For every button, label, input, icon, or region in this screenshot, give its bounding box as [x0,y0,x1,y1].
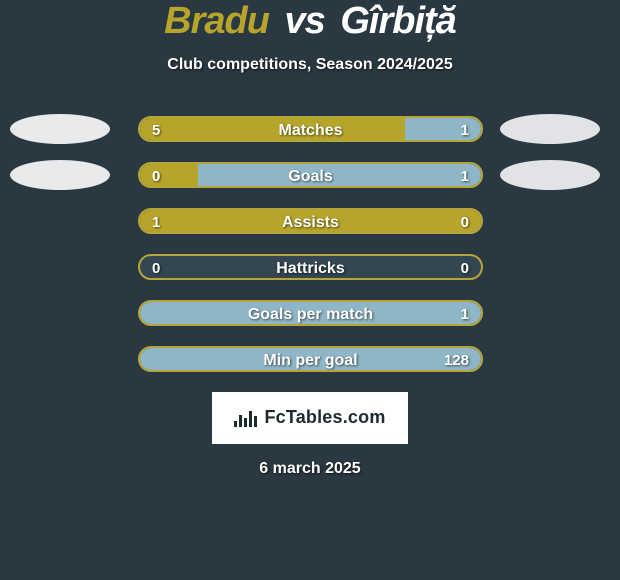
page-title: Bradu vs Gîrbiță [0,2,620,42]
brand-text: FcTables.com [264,407,385,428]
stat-bar: 1Assists0 [138,208,483,234]
stat-value-right: 128 [444,348,469,372]
stat-label: Goals [140,164,481,188]
footer-brand-badge: FcTables.com [212,392,408,444]
stat-rows: 5Matches10Goals11Assists00Hattricks0Goal… [0,116,620,372]
stat-row: 5Matches1 [0,116,620,142]
stat-label: Goals per match [140,302,481,326]
stat-label: Hattricks [140,256,481,280]
stat-bar: 0Hattricks0 [138,254,483,280]
stat-bar: Min per goal128 [138,346,483,372]
stat-label: Assists [140,210,481,234]
title-player2: Gîrbiță [340,0,455,42]
stat-value-right: 0 [461,210,469,234]
stat-value-right: 1 [461,302,469,326]
stat-label: Min per goal [140,348,481,372]
stat-row: 1Assists0 [0,208,620,234]
stat-row: 0Goals1 [0,162,620,188]
subtitle: Club competitions, Season 2024/2025 [0,56,620,74]
stat-label: Matches [140,118,481,142]
stat-value-right: 0 [461,256,469,280]
stat-row: Min per goal128 [0,346,620,372]
title-player1: Bradu [164,0,269,42]
stat-bar: 5Matches1 [138,116,483,142]
title-vs: vs [285,0,325,42]
stat-row: Goals per match1 [0,300,620,326]
stat-bar: 0Goals1 [138,162,483,188]
footer-date: 6 march 2025 [0,460,620,478]
stat-bar: Goals per match1 [138,300,483,326]
club-badge-right [500,114,600,144]
stat-row: 0Hattricks0 [0,254,620,280]
club-badge-left [10,114,110,144]
brand-chart-icon [234,409,258,427]
stat-value-right: 1 [461,118,469,142]
club-badge-left [10,160,110,190]
club-badge-right [500,160,600,190]
stat-value-right: 1 [461,164,469,188]
